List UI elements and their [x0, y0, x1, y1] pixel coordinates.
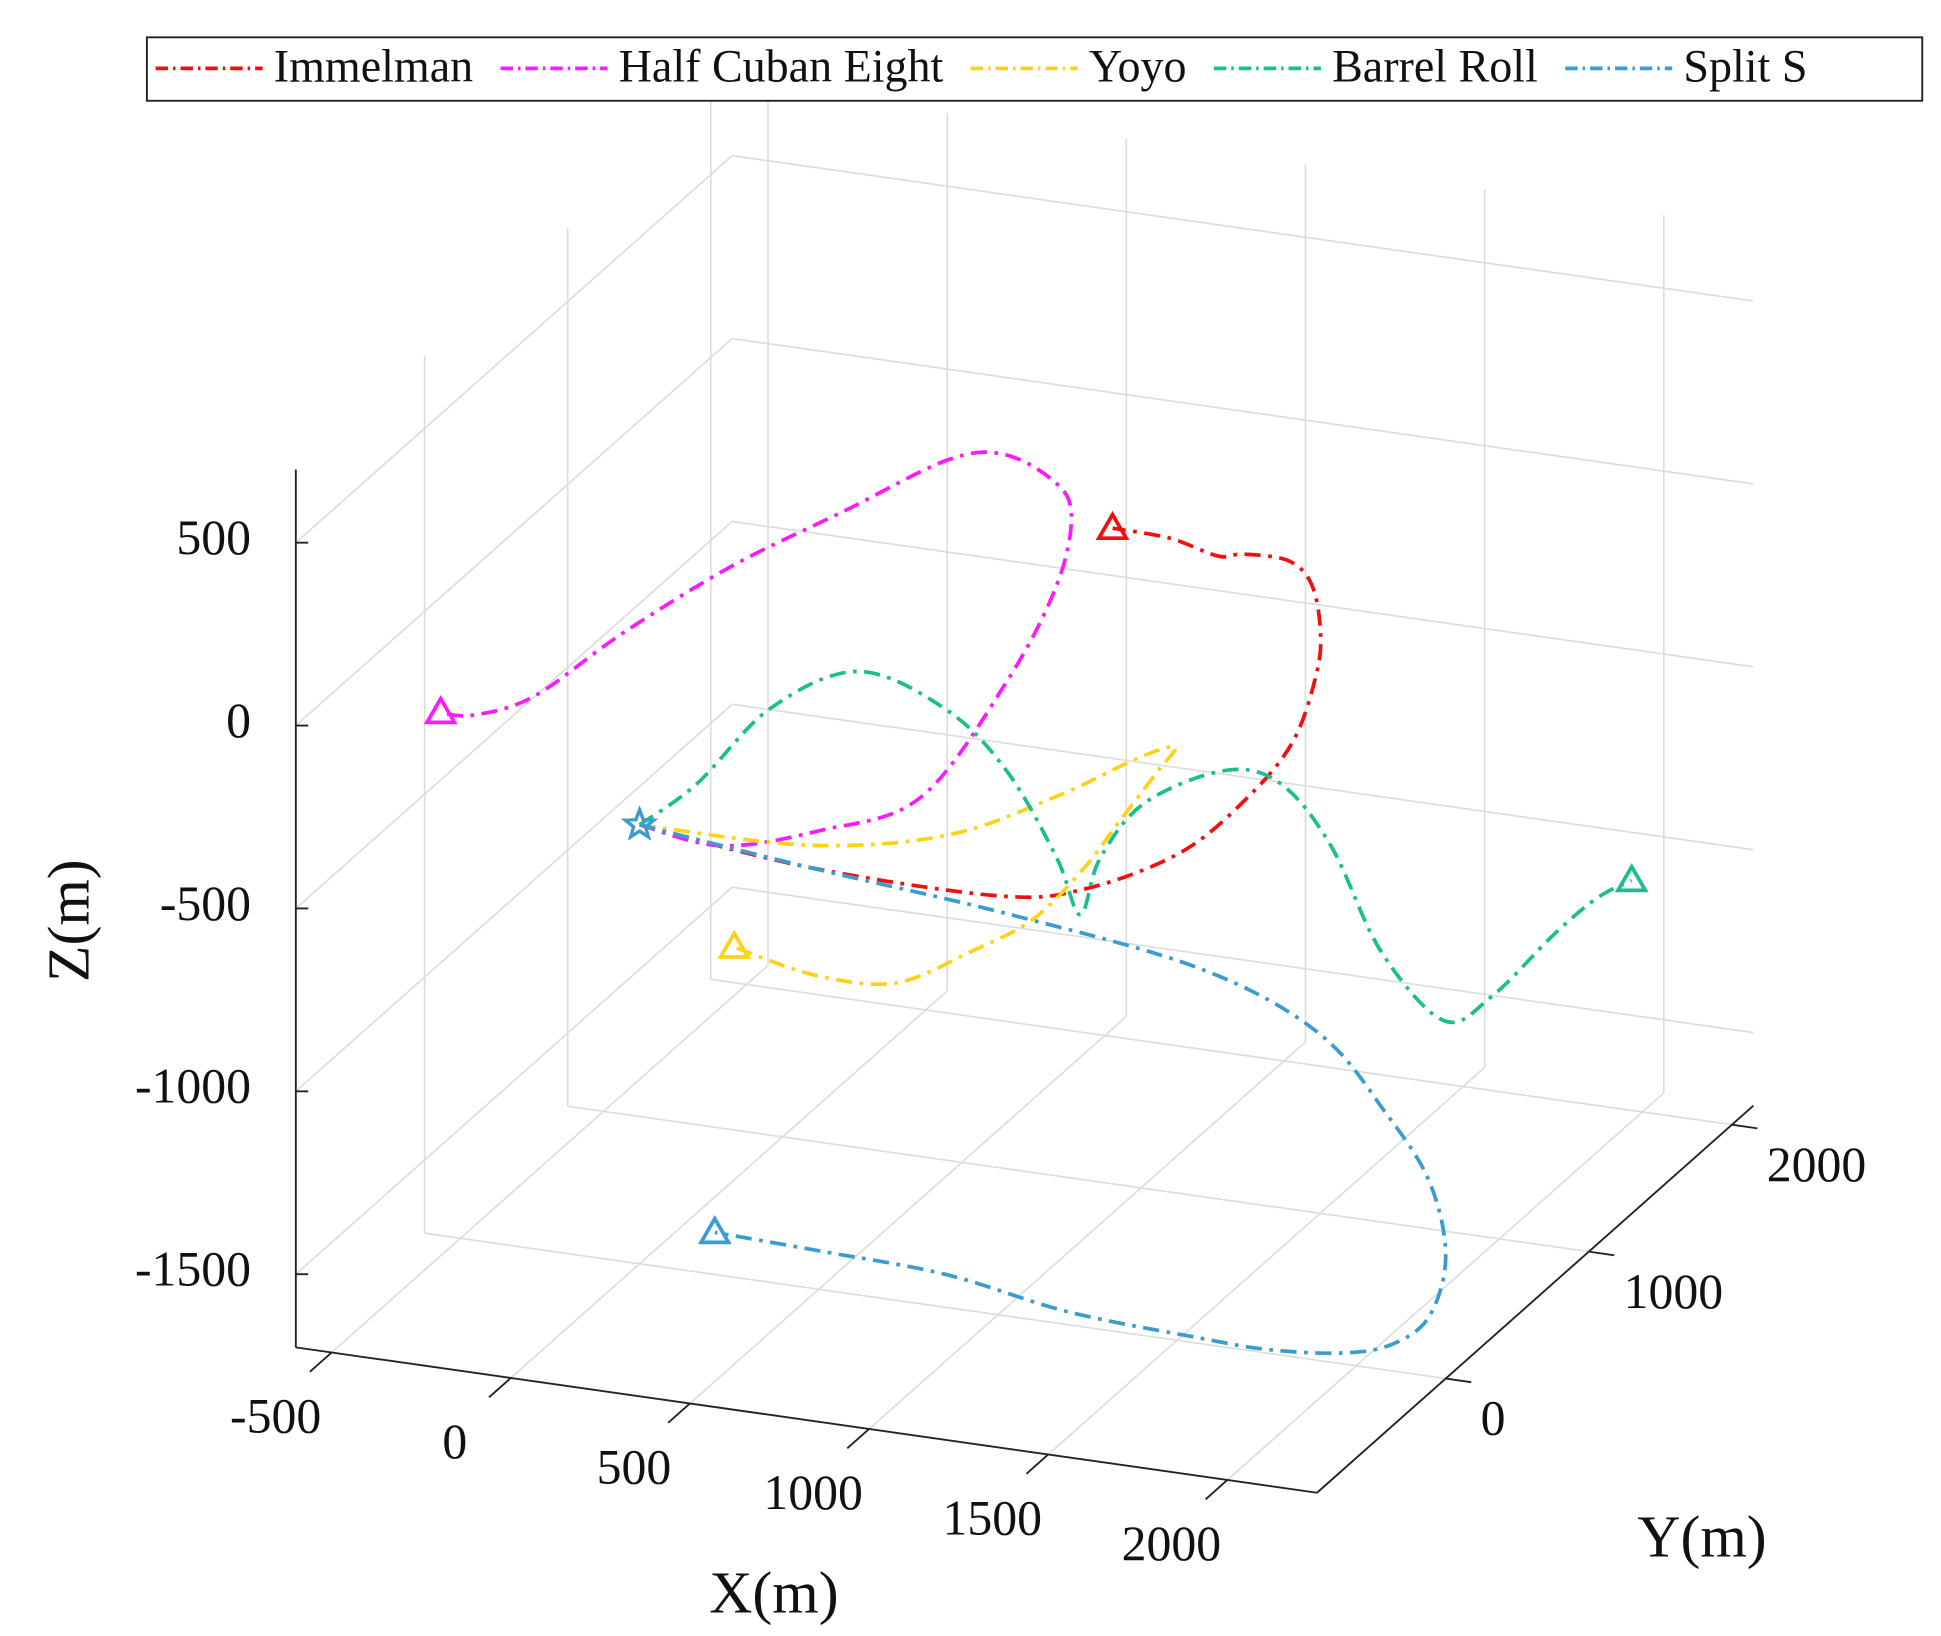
y-tick: [1588, 1250, 1615, 1257]
trajectory: [638, 669, 1633, 1025]
grid-line: [710, 978, 1733, 1126]
legend-label: Half Cuban Eight: [619, 40, 944, 91]
grid-line: [295, 886, 733, 1275]
legend-label: Yoyo: [1089, 40, 1187, 91]
grid-line: [295, 520, 733, 910]
grid-line: [689, 1015, 1127, 1405]
end-marker: [717, 929, 752, 959]
x-tick-label: 0: [442, 1414, 467, 1469]
grid-line: [1226, 1092, 1665, 1481]
z-axis-label: Z(m): [35, 859, 101, 982]
x-tick-label: -500: [230, 1388, 321, 1443]
end-marker: [697, 1215, 732, 1245]
y-tick: [1445, 1377, 1472, 1384]
grid-line: [295, 337, 733, 727]
end-marker: [1095, 510, 1130, 541]
x-tick: [667, 1402, 691, 1424]
x-tick: [309, 1351, 333, 1373]
grid-line: [295, 155, 733, 544]
x-tick: [488, 1377, 512, 1399]
z-tick-label: -1000: [135, 1059, 251, 1114]
trajectory: [639, 744, 1178, 987]
x-axis-line: [295, 1346, 1318, 1494]
x-tick: [1204, 1479, 1229, 1501]
grid-line: [868, 1041, 1307, 1430]
y-axis-line: [1316, 1105, 1754, 1494]
end-marker: [423, 694, 458, 725]
legend-label: Barrel Roll: [1332, 40, 1538, 91]
z-tick-label: -1500: [135, 1242, 251, 1297]
grid-line: [732, 886, 1754, 1034]
x-tick-label: 2000: [1122, 1516, 1222, 1571]
start-marker: [621, 805, 658, 841]
grid-line: [1047, 1066, 1486, 1456]
grid-line: [732, 520, 1754, 668]
y-axis-label: Y(m): [1637, 1503, 1766, 1569]
x-tick: [846, 1428, 870, 1450]
y-tick: [1731, 1123, 1758, 1130]
x-tick-label: 1500: [943, 1490, 1043, 1545]
y-tick-label: 1000: [1624, 1264, 1724, 1319]
z-tick-label: 0: [226, 693, 251, 748]
grid-line: [732, 154, 1754, 302]
axes: -500 0 500 1000 1500 2000 0 1000 2000 -1500 -1000 -…: [135, 469, 1867, 1571]
grid-line: [510, 990, 948, 1379]
y-tick-label: 2000: [1767, 1137, 1867, 1192]
trajectory: [440, 450, 1074, 848]
y-tick-label: 0: [1481, 1391, 1506, 1446]
grid-line: [331, 964, 769, 1354]
x-tick-label: 1000: [763, 1465, 863, 1520]
plot-area: [423, 450, 1649, 1356]
x-axis-label: X(m): [709, 1559, 838, 1625]
grid-line: [732, 703, 1754, 851]
legend-label: Immelman: [274, 40, 473, 91]
grid-line: [295, 703, 733, 1092]
end-marker: [1614, 863, 1649, 893]
z-tick-label: 500: [176, 510, 251, 565]
trajectory: [639, 526, 1323, 900]
grid-line: [424, 1232, 1446, 1380]
grid-line: [567, 1105, 1589, 1253]
z-tick-label: -500: [160, 876, 251, 931]
trajectory: [639, 823, 1448, 1356]
x-tick: [1025, 1453, 1049, 1475]
grid: [295, 87, 1754, 1481]
legend: Immelman Half Cuban Eight Yoyo Barrel Roll S…: [145, 36, 1924, 102]
grid-line: [732, 337, 1754, 485]
legend-label: Split S: [1683, 40, 1807, 91]
x-tick-label: 500: [597, 1439, 672, 1494]
